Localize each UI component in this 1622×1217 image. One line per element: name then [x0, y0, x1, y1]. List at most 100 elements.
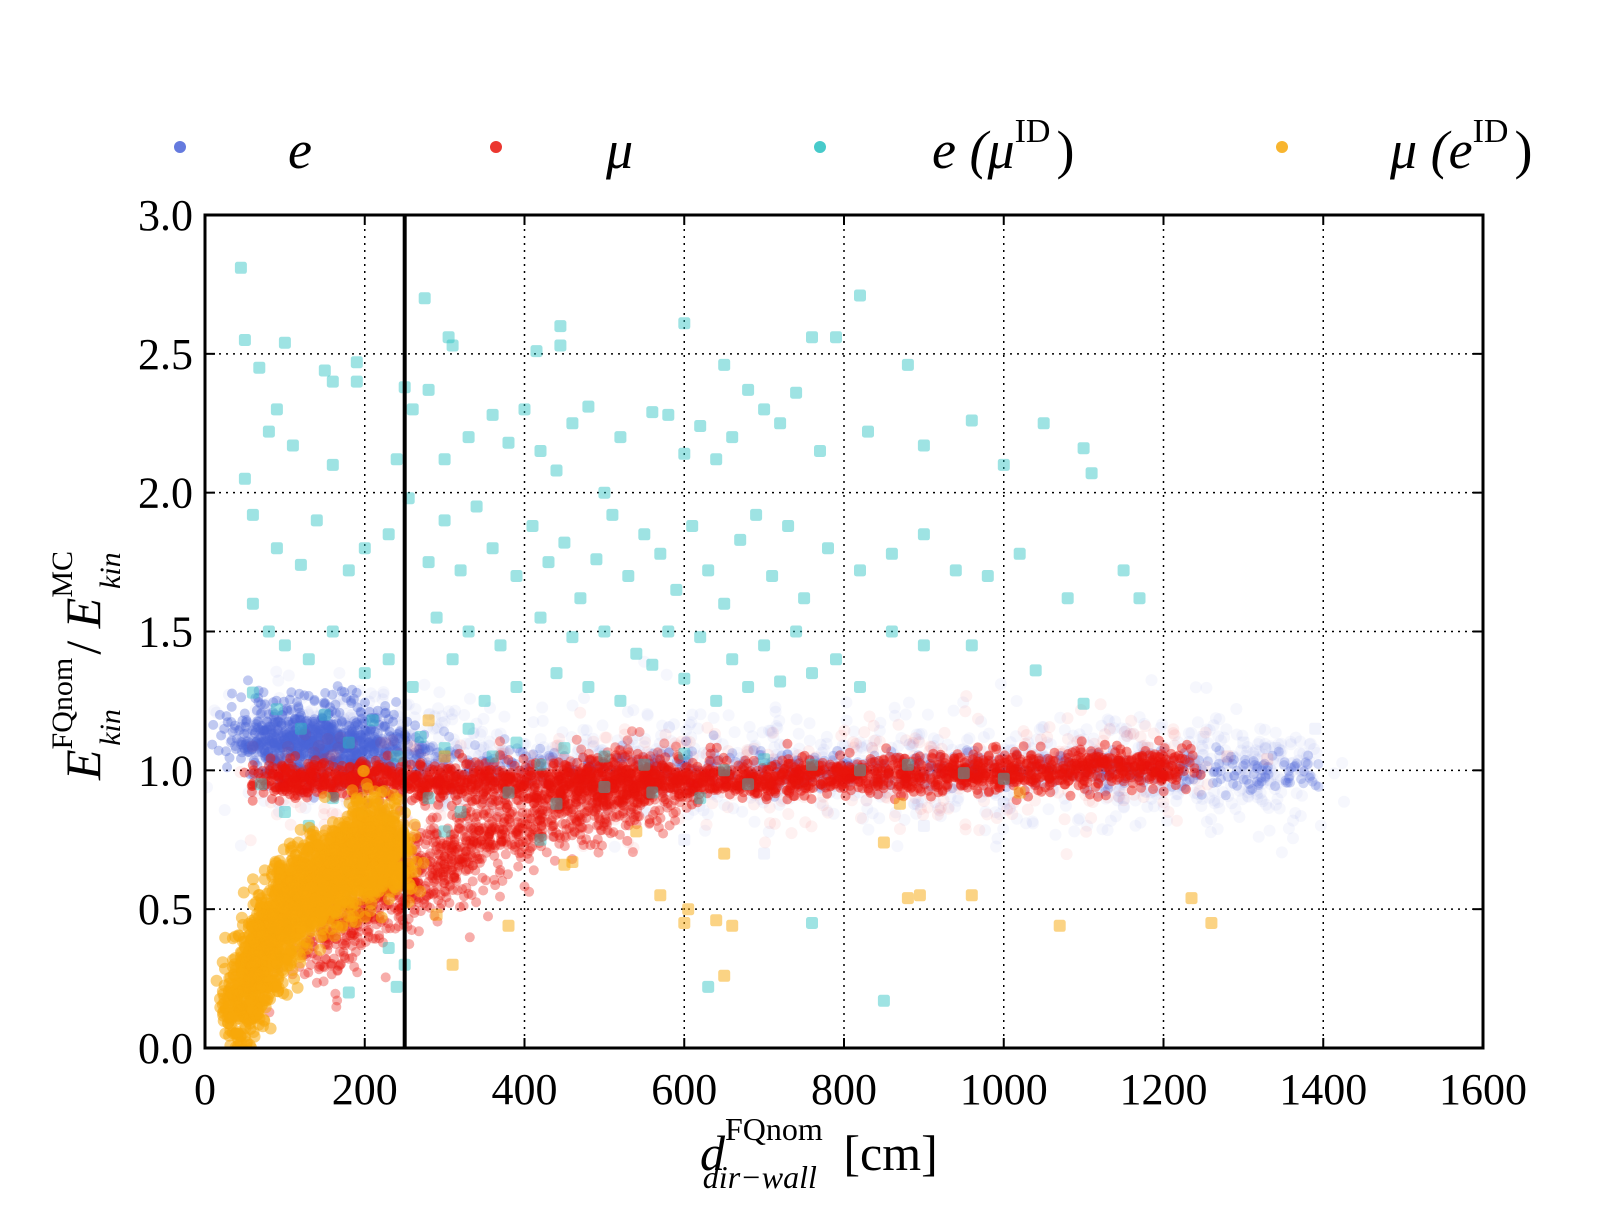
e-point: [279, 703, 292, 716]
e-point: [1010, 812, 1023, 825]
e-point: [705, 786, 718, 799]
e-point: [1035, 742, 1048, 755]
e-point: [214, 709, 225, 720]
e-point: [450, 787, 463, 800]
e-point: [1148, 800, 1161, 813]
legend-label-mu-eID-close: ): [1514, 120, 1532, 180]
e-point: [658, 762, 671, 775]
e-point: [1259, 742, 1272, 755]
e-point: [408, 759, 420, 772]
e-point: [205, 781, 213, 794]
e-point: [780, 772, 793, 785]
legend-marker-e: [174, 141, 186, 153]
e-point: [1019, 742, 1031, 755]
e-point: [391, 697, 402, 707]
e-point: [236, 692, 247, 703]
e-point: [1275, 846, 1288, 859]
e-point: [353, 707, 366, 720]
e-point: [1189, 681, 1202, 694]
e-point: [189, 692, 201, 704]
e-point: [1264, 774, 1277, 787]
e-point: [446, 708, 459, 721]
e-point: [1270, 781, 1281, 792]
e-point: [1296, 789, 1308, 802]
e-point: [409, 724, 422, 736]
e-point: [722, 709, 735, 722]
e-point: [903, 696, 915, 709]
e-point: [1101, 824, 1114, 837]
e-point: [232, 734, 245, 747]
e-point: [870, 761, 883, 774]
e-point: [556, 726, 569, 739]
e-point: [1129, 794, 1142, 807]
e-point: [921, 708, 934, 721]
e-point: [601, 803, 614, 815]
e-point: [366, 707, 379, 720]
e-point: [1258, 723, 1271, 736]
e-point: [336, 758, 348, 771]
e-point: [1156, 718, 1169, 731]
e-point: [1067, 753, 1080, 766]
e-point: [539, 801, 552, 814]
e-point: [1296, 774, 1307, 785]
e-point: [1182, 727, 1195, 740]
e-point: [290, 774, 303, 787]
e-point: [273, 692, 286, 704]
e-point: [803, 717, 816, 730]
e-point: [925, 764, 938, 777]
e-point: [899, 708, 912, 721]
e-point: [477, 712, 490, 725]
e-point: [375, 750, 387, 763]
legend-item-mu-eID: μ (eID): [1276, 113, 1532, 180]
e-point: [339, 747, 352, 760]
e-point: [686, 777, 698, 790]
e-point: [728, 726, 741, 739]
e-point: [1222, 770, 1235, 783]
e-point: [475, 792, 488, 805]
e-point: [278, 799, 291, 812]
legend-item-e-muID: e (μID): [814, 113, 1074, 180]
e-point: [246, 685, 259, 698]
e-point: [1260, 771, 1271, 782]
e-point: [621, 705, 634, 718]
e-point: [305, 747, 318, 760]
e-point: [426, 759, 439, 772]
e-point: [769, 705, 782, 718]
legend-marker-mu-eID: [1276, 141, 1288, 153]
e-point: [505, 776, 518, 789]
e-point: [660, 668, 673, 681]
e-point: [231, 734, 242, 744]
e-point: [348, 750, 360, 763]
e-point: [1042, 761, 1055, 774]
e-point: [1217, 758, 1230, 771]
e-point: [697, 804, 710, 817]
e-point: [243, 675, 253, 686]
e-point: [336, 686, 347, 697]
legend-label-mu-eID-base: e: [1449, 120, 1473, 180]
e-point: [496, 790, 509, 802]
e-point: [535, 743, 546, 754]
e-point: [593, 745, 606, 758]
e-point: [770, 767, 783, 780]
e-point: [1309, 722, 1322, 735]
e-point: [1336, 757, 1349, 769]
e-point: [991, 832, 1004, 845]
e-point: [1294, 735, 1307, 748]
e-point: [1074, 748, 1087, 761]
e-point: [790, 713, 803, 726]
e-point: [1010, 695, 1023, 707]
e-point: [731, 746, 744, 759]
e-point: [1065, 758, 1078, 771]
e-point: [516, 791, 529, 804]
e-point: [993, 808, 1006, 821]
e-point: [934, 810, 947, 823]
e-point: [1269, 726, 1282, 739]
e-point: [1305, 770, 1316, 781]
e-point: [578, 692, 590, 704]
legend-label-mu-eID-sup: ID: [1473, 113, 1509, 150]
legend-label-mu-eID: μ (eID): [1389, 113, 1532, 180]
e-point: [299, 740, 312, 753]
e-point: [1073, 728, 1086, 741]
e-point: [864, 774, 877, 787]
e-point: [439, 726, 449, 737]
